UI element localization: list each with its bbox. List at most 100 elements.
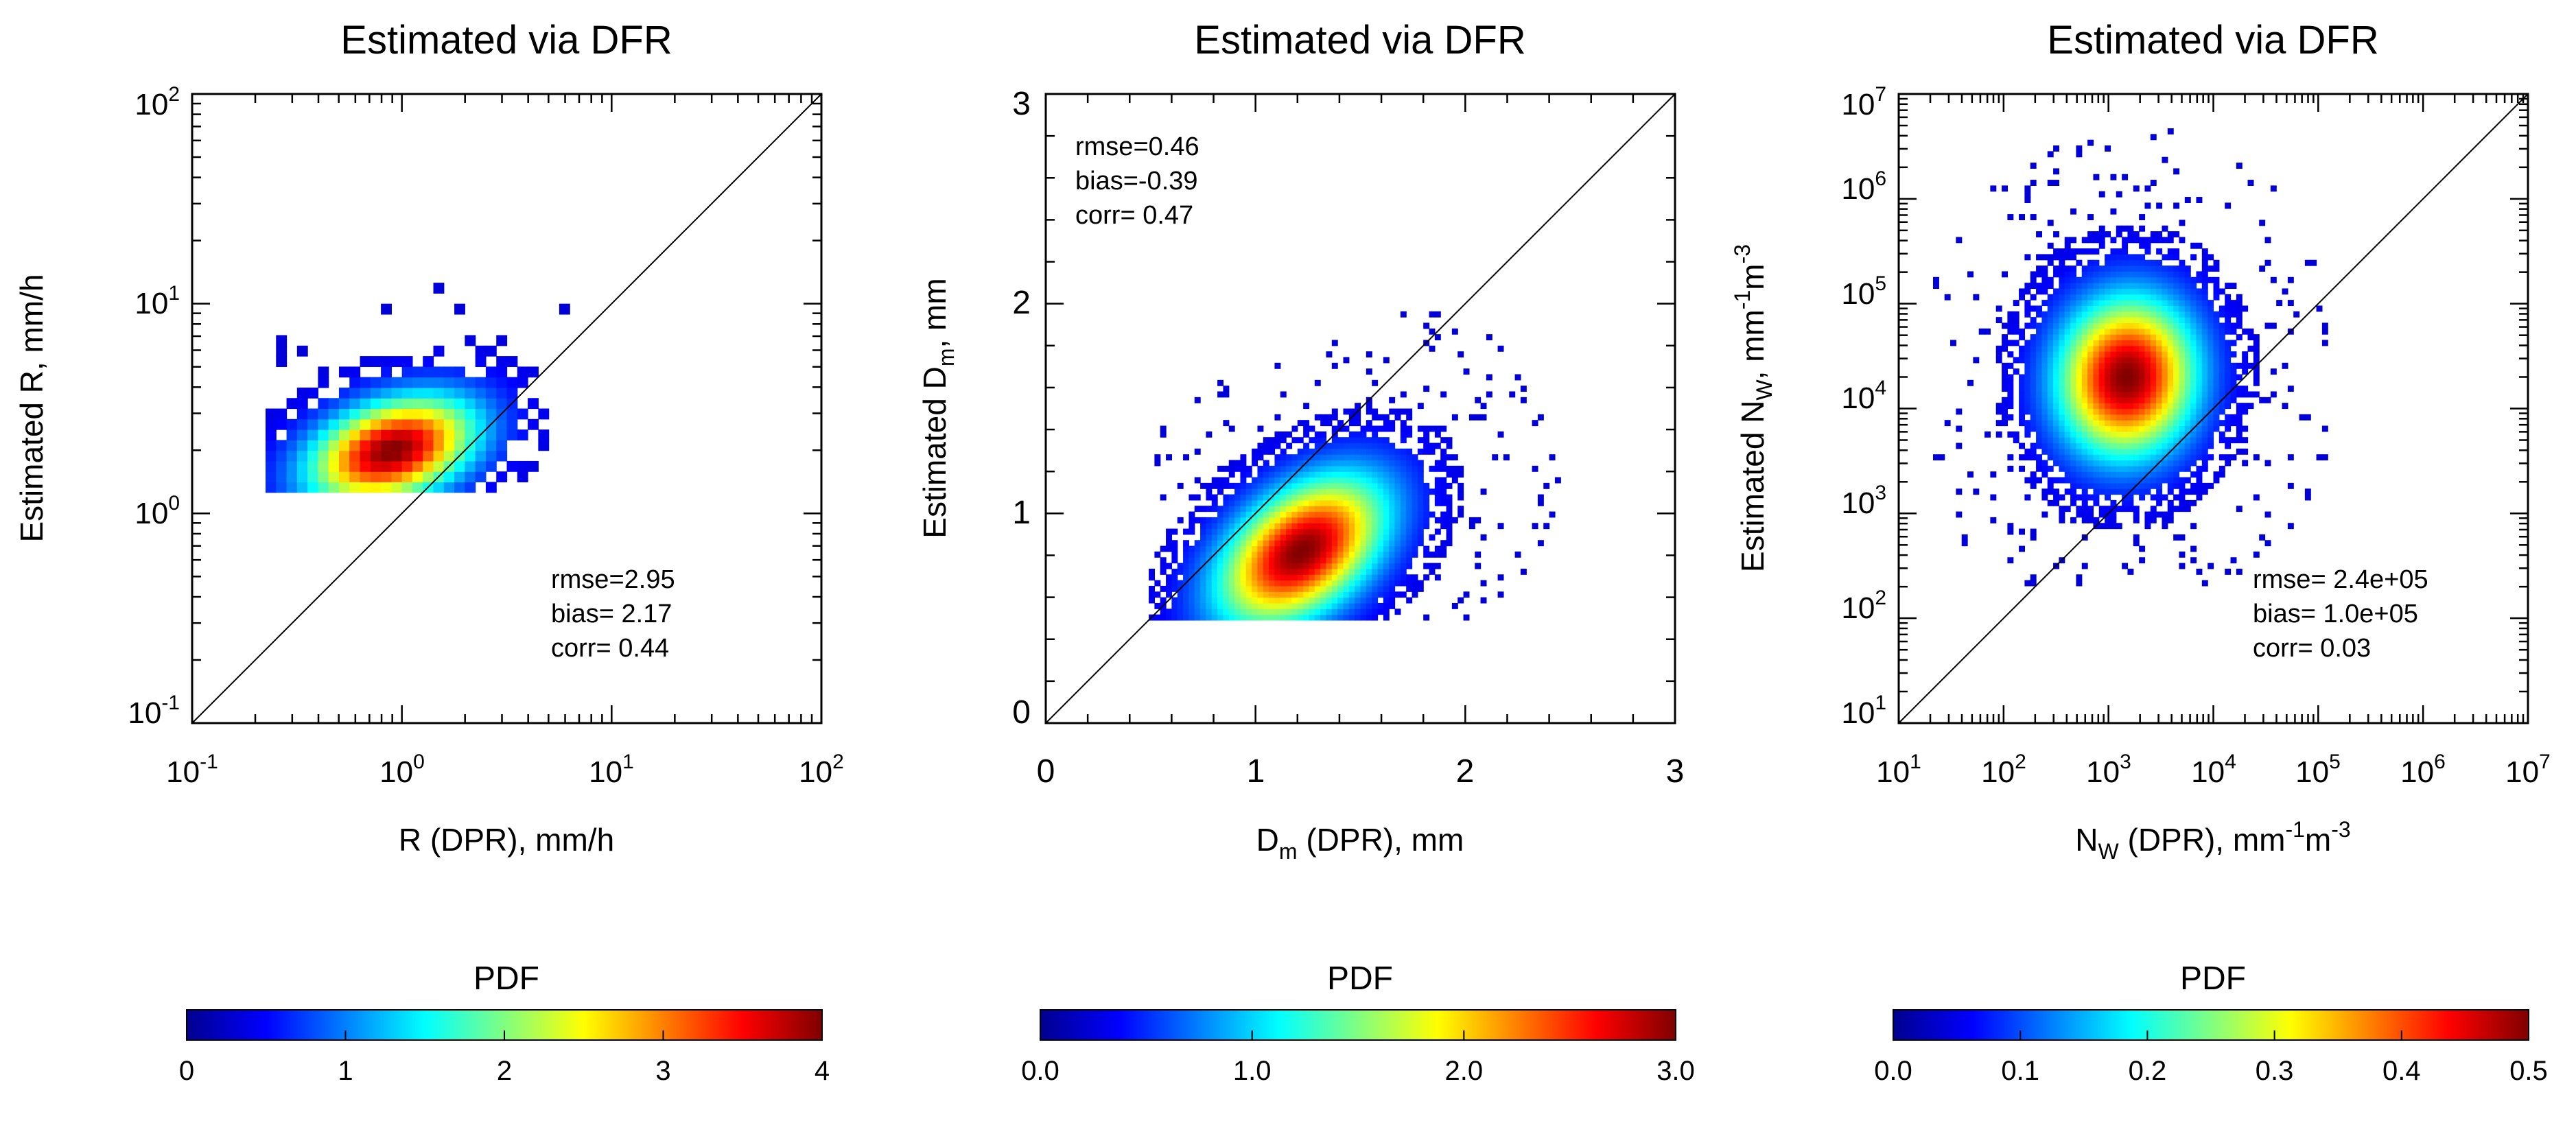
heatmap-cell [1320, 580, 1327, 587]
heatmap-cell [2201, 379, 2208, 386]
heatmap-cell [1314, 454, 1321, 461]
heatmap-cell [1274, 528, 1281, 535]
colorbar-tick-label: 1.0 [1233, 1056, 1272, 1086]
heatmap-cell [1234, 602, 1241, 609]
heatmap-cell [1480, 488, 1487, 495]
heatmap-cell [2236, 317, 2243, 324]
heatmap-cell [2013, 322, 2019, 329]
heatmap-cell [2093, 420, 2100, 427]
heatmap-cell [1263, 523, 1269, 530]
heatmap-cell [2059, 345, 2065, 352]
heatmap-cell [2173, 420, 2180, 427]
heatmap-cell [2190, 379, 2197, 386]
heatmap-cell [2201, 448, 2208, 455]
heatmap-cell [2167, 506, 2174, 512]
heatmap-cell [2093, 174, 2100, 180]
heatmap-cell [2064, 322, 2071, 329]
heatmap-cell [349, 471, 361, 483]
heatmap-cell [1280, 511, 1287, 518]
heatmap-cell [2167, 488, 2174, 495]
heatmap-cell [1537, 540, 1544, 547]
heatmap-cell [2081, 431, 2088, 438]
heatmap-cell [433, 366, 445, 378]
heatmap-cell [2150, 334, 2157, 341]
heatmap-cell [2076, 574, 2083, 581]
heatmap-cell [2139, 225, 2146, 232]
heatmap-cell [2201, 254, 2208, 261]
heatmap-cell [2098, 454, 2105, 461]
heatmap-cell [1372, 425, 1379, 432]
heatmap-cell [2218, 379, 2225, 386]
heatmap-cell [2133, 254, 2140, 261]
heatmap-cell [2162, 305, 2168, 312]
heatmap-cell [2127, 431, 2134, 438]
heatmap-cell [1331, 609, 1338, 615]
heatmap-cell [1973, 357, 1980, 364]
heatmap-cell [1326, 534, 1333, 541]
heatmap-cell [496, 335, 508, 346]
heatmap-cell [1389, 471, 1396, 478]
heatmap-cell [1257, 534, 1264, 541]
heatmap-cell [1314, 557, 1321, 564]
heatmap-cell [1394, 609, 1401, 615]
heatmap-cell [1274, 465, 1281, 472]
heatmap-cell [2105, 408, 2111, 415]
heatmap-cell [443, 440, 455, 451]
panel-3-colorbar-gradient [1893, 1009, 2529, 1041]
heatmap-cell [2059, 425, 2065, 432]
heatmap-cell [2059, 351, 2065, 358]
colorbar-tick-label: 3.0 [1656, 1056, 1695, 1086]
heatmap-cell [1990, 494, 1997, 501]
heatmap-cell [2110, 254, 2117, 261]
heatmap-cell [2150, 397, 2157, 403]
heatmap-cell [1280, 551, 1287, 558]
heatmap-cell [1177, 517, 1184, 523]
heatmap-cell [370, 408, 382, 420]
heatmap-cell [2059, 362, 2065, 369]
heatmap-cell [1320, 471, 1327, 478]
heatmap-cell [1314, 523, 1321, 530]
heatmap-cell [2190, 357, 2197, 364]
heatmap-cell [2081, 511, 2088, 518]
heatmap-cell [1331, 482, 1338, 489]
heatmap-cell [360, 460, 371, 472]
heatmap-cell [1274, 545, 1281, 552]
heatmap-cell [1286, 614, 1293, 621]
panel-1-ytick-label: 100 [134, 492, 180, 530]
heatmap-cell [2213, 408, 2220, 415]
heatmap-cell [1372, 460, 1379, 467]
heatmap-cell [1297, 602, 1304, 609]
heatmap-cell [2064, 276, 2071, 283]
heatmap-cell [2070, 362, 2077, 369]
heatmap-cell [2190, 242, 2197, 249]
heatmap-cell [2173, 494, 2180, 501]
heatmap-cell [360, 450, 371, 462]
heatmap-cell [2144, 379, 2151, 386]
heatmap-cell [2190, 482, 2197, 489]
heatmap-cell [2184, 271, 2191, 278]
heatmap-cell [360, 482, 371, 493]
heatmap-cell [1297, 499, 1304, 506]
heatmap-cell [1183, 551, 1190, 558]
heatmap-cell [1183, 540, 1190, 547]
heatmap-cell [1360, 499, 1367, 506]
heatmap-cell [2064, 403, 2071, 410]
heatmap-cell [1990, 471, 1997, 478]
heatmap-cell [2127, 506, 2134, 512]
heatmap-cell [1492, 454, 1499, 461]
heatmap-cell [1303, 614, 1310, 621]
panel-3-xtick-label: 106 [2400, 751, 2446, 789]
heatmap-cell [1423, 517, 1430, 523]
heatmap-cell [1309, 448, 1315, 455]
heatmap-cell [1348, 609, 1355, 615]
heatmap-cell [1343, 563, 1350, 569]
heatmap-cell [2270, 276, 2277, 283]
heatmap-cell [1337, 448, 1344, 455]
heatmap-cell [2213, 386, 2220, 392]
heatmap-cell [1377, 517, 1384, 523]
heatmap-cell [1252, 540, 1258, 547]
heatmap-cell [1343, 511, 1350, 518]
heatmap-cell [2179, 391, 2186, 398]
heatmap-cell [360, 471, 371, 483]
heatmap-cell [1269, 568, 1276, 575]
